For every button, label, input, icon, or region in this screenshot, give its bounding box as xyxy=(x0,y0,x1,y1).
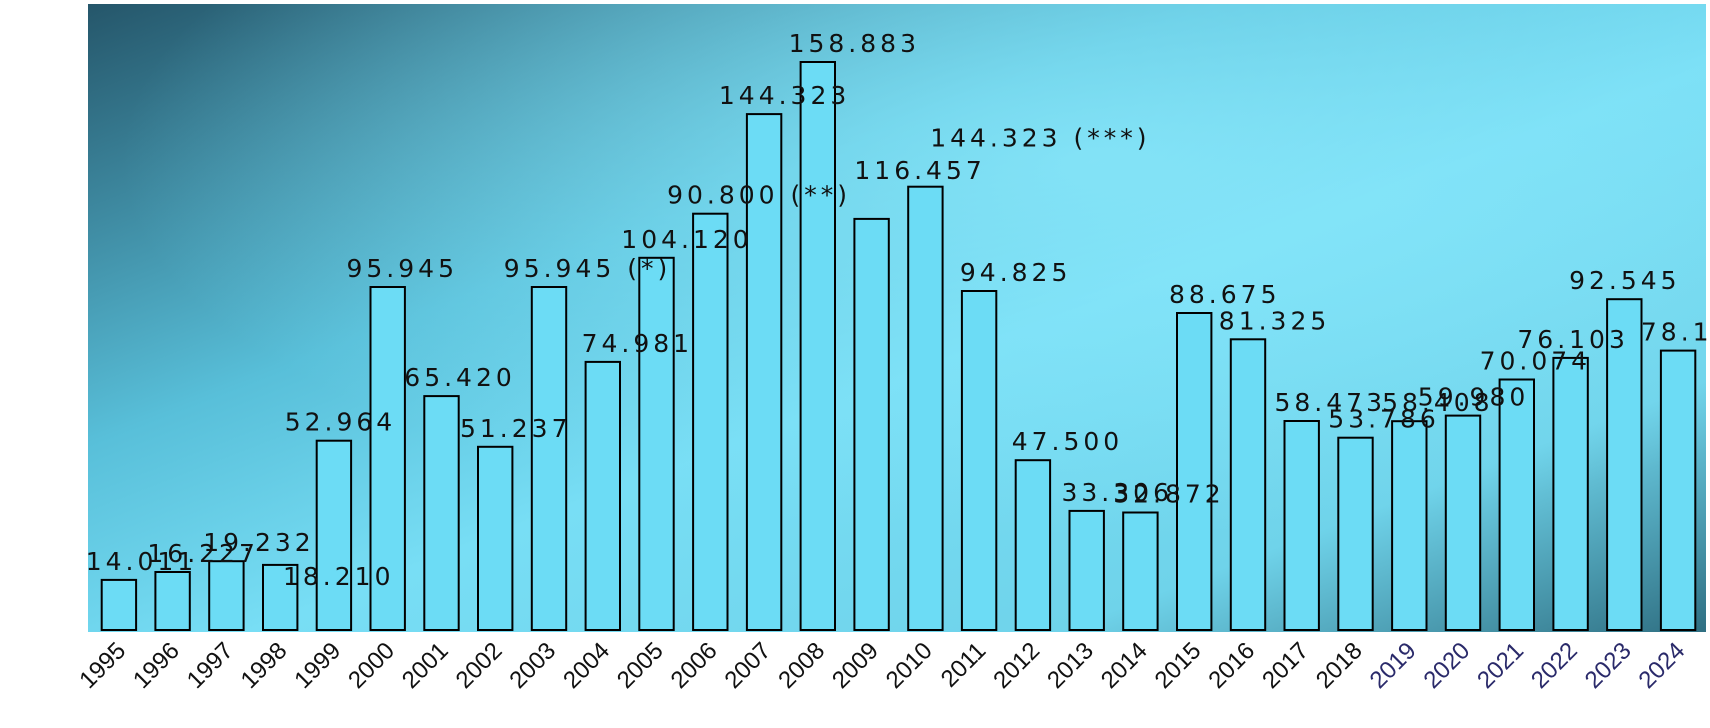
bar-2015 xyxy=(1176,312,1213,631)
data-label-2001: 65.420 xyxy=(404,363,515,392)
x-tick-2016: 2016 xyxy=(1203,637,1260,694)
x-tick-2008: 2008 xyxy=(773,637,830,694)
data-label-2010: 144.323 (***) xyxy=(930,124,1150,153)
data-label-2020: 59.980 xyxy=(1418,383,1529,412)
x-tick-2014: 2014 xyxy=(1096,637,1153,694)
data-label-2024: 78.165 xyxy=(1641,318,1710,347)
data-label-2013: 33.306 xyxy=(1062,478,1173,507)
bar-2011 xyxy=(960,290,998,631)
x-tick-1997: 1997 xyxy=(182,637,239,694)
data-label-2007: 144.323 xyxy=(719,81,850,110)
bar-2008 xyxy=(799,61,836,631)
data-label-2011: 94.825 xyxy=(960,258,1071,287)
bar-2023 xyxy=(1606,298,1643,631)
x-tick-2015: 2015 xyxy=(1150,637,1207,694)
data-label-2006: 90.800 (**) xyxy=(667,181,851,210)
x-tick-2017: 2017 xyxy=(1257,637,1314,694)
data-label-2021: 70.074 xyxy=(1480,347,1591,376)
bar-2002 xyxy=(477,445,514,631)
x-tick-2021: 2021 xyxy=(1472,637,1529,694)
x-tick-1995: 1995 xyxy=(74,637,131,694)
bar-1997 xyxy=(208,560,245,632)
x-tick-2023: 2023 xyxy=(1580,637,1637,694)
data-label-2015: 88.675 xyxy=(1169,280,1280,309)
data-label-2019: 58.408 xyxy=(1382,388,1493,417)
bar-2021 xyxy=(1498,378,1535,631)
bar-2001 xyxy=(423,395,460,631)
bar-2009 xyxy=(853,217,890,631)
bar-1998 xyxy=(262,563,299,632)
data-label-1996: 16.227 xyxy=(147,539,258,568)
x-tick-2024: 2024 xyxy=(1633,637,1690,694)
x-tick-1996: 1996 xyxy=(128,637,185,694)
data-label-1995: 14.011 xyxy=(86,547,197,576)
data-label-2023: 92.545 xyxy=(1569,266,1680,295)
bar-2022 xyxy=(1552,356,1589,631)
data-label-1998: 18.210 xyxy=(283,562,394,591)
x-tick-2013: 2013 xyxy=(1042,637,1099,694)
bar-2019 xyxy=(1391,420,1428,632)
x-tick-2004: 2004 xyxy=(558,637,615,694)
data-label-2016: 81.325 xyxy=(1219,306,1330,335)
plot-background-glow xyxy=(88,4,1706,632)
bar-2012 xyxy=(1014,459,1052,632)
x-tick-2006: 2006 xyxy=(666,637,723,694)
bar-1999 xyxy=(315,439,353,632)
x-tick-2020: 2020 xyxy=(1418,637,1475,694)
data-label-2014: 32.872 xyxy=(1113,480,1224,509)
x-tick-2001: 2001 xyxy=(397,637,454,694)
bar-1995 xyxy=(100,578,138,632)
bar-2000 xyxy=(369,286,406,631)
x-tick-2009: 2009 xyxy=(827,637,884,694)
bar-2020 xyxy=(1444,414,1482,631)
bars-group xyxy=(100,61,1697,632)
x-tick-2018: 2018 xyxy=(1311,637,1368,694)
bar-2004 xyxy=(584,360,621,631)
bar-1996 xyxy=(154,571,191,631)
x-axis-ticks-group: 1995199619971998199920002001200220032004… xyxy=(74,637,1690,694)
bar-2024 xyxy=(1659,349,1697,631)
x-tick-1999: 1999 xyxy=(289,637,346,694)
bar-2013 xyxy=(1068,509,1105,631)
x-tick-2003: 2003 xyxy=(504,637,561,694)
data-label-1999: 52.964 xyxy=(285,408,396,437)
data-label-2018: 53.786 xyxy=(1328,405,1439,434)
data-label-2005: 104.120 xyxy=(621,225,752,254)
bar-2003 xyxy=(530,286,568,631)
x-tick-2019: 2019 xyxy=(1365,637,1422,694)
bar-2010 xyxy=(907,185,944,631)
x-tick-1998: 1998 xyxy=(236,637,293,694)
data-label-1997: 19.232 xyxy=(203,528,314,557)
x-tick-2002: 2002 xyxy=(451,637,508,694)
bar-2018 xyxy=(1337,436,1374,632)
bar-2014 xyxy=(1122,511,1159,631)
x-tick-2000: 2000 xyxy=(343,637,400,694)
data-label-2003: 95.945 (*) xyxy=(504,254,671,283)
data-label-2017: 58.473 xyxy=(1275,388,1386,417)
bar-2007 xyxy=(745,113,783,632)
bar-2016 xyxy=(1229,338,1267,631)
x-tick-2010: 2010 xyxy=(881,637,938,694)
data-label-2008: 158.883 xyxy=(789,29,920,58)
bar-2017 xyxy=(1283,420,1320,631)
data-label-2000: 95.945 xyxy=(347,254,458,283)
bar-2006 xyxy=(692,212,729,631)
x-tick-2022: 2022 xyxy=(1526,637,1583,694)
data-label-2004: 74.981 xyxy=(582,329,693,358)
bar-2005 xyxy=(638,256,675,631)
data-label-2002: 51.237 xyxy=(460,414,571,443)
x-tick-2005: 2005 xyxy=(612,637,669,694)
x-tick-2007: 2007 xyxy=(719,637,776,694)
data-label-2012: 47.500 xyxy=(1012,427,1123,456)
x-tick-2011: 2011 xyxy=(936,637,992,693)
data-label-2022: 76.103 xyxy=(1517,325,1628,354)
data-label-2009: 116.457 xyxy=(854,156,985,185)
x-tick-2012: 2012 xyxy=(988,637,1045,694)
